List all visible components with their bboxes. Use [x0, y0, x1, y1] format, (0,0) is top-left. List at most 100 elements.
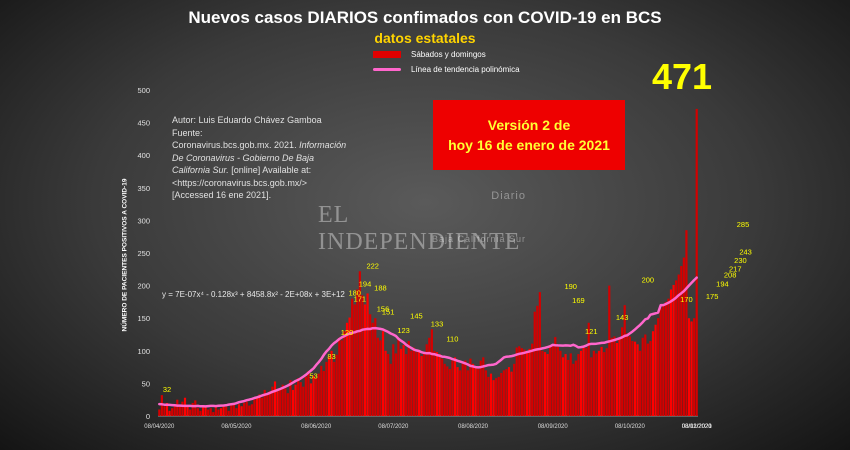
- y-tick-label: 150: [137, 314, 150, 323]
- bar: [168, 410, 171, 416]
- bar: [531, 343, 534, 416]
- bar: [263, 389, 266, 416]
- y-tick-label: 200: [137, 282, 150, 291]
- y-tick-label: 400: [137, 151, 150, 160]
- bar: [379, 340, 382, 416]
- bar: [384, 350, 387, 416]
- bar: [541, 350, 544, 416]
- bar: [469, 358, 472, 416]
- chart-subtitle: datos estatales: [374, 30, 476, 46]
- bar: [590, 357, 593, 416]
- bar: [626, 333, 629, 416]
- bar: [353, 304, 356, 416]
- bar: [302, 386, 305, 416]
- bar: [675, 280, 678, 416]
- bar: [255, 396, 259, 416]
- bar: [477, 369, 480, 416]
- bar: [443, 363, 446, 416]
- bar: [435, 352, 439, 416]
- y-tick-label: 250: [137, 249, 150, 258]
- bar: [299, 382, 302, 416]
- bar: [230, 405, 233, 416]
- watermark-diario: Diario: [491, 190, 526, 202]
- bar: [441, 358, 444, 416]
- data-label: 156: [377, 304, 390, 313]
- bar: [507, 367, 511, 416]
- bar: [556, 346, 559, 416]
- bar: [677, 274, 680, 416]
- y-tick-label: 50: [142, 379, 150, 388]
- data-label: 194: [716, 280, 729, 289]
- data-label: 188: [374, 283, 387, 292]
- source-line-5: California Sur. [online] Available at:: [172, 165, 312, 175]
- bar: [217, 409, 220, 416]
- bar: [564, 354, 567, 416]
- bar: [595, 353, 598, 416]
- bar: [464, 360, 467, 416]
- data-label: 143: [616, 313, 629, 322]
- bar: [489, 373, 493, 416]
- bar: [474, 367, 477, 416]
- bar: [644, 334, 647, 416]
- bar: [402, 344, 405, 416]
- bar: [628, 336, 631, 416]
- bar: [189, 409, 192, 416]
- y-tick-label: 450: [137, 119, 150, 128]
- bar: [423, 353, 426, 416]
- bar: [651, 331, 655, 416]
- bar: [453, 357, 457, 416]
- x-tick-label: 08/07/2020: [378, 424, 409, 430]
- newspaper-watermark-logo: Diario EL INDEPENDIENTE Baja California …: [318, 190, 538, 260]
- bar: [284, 388, 287, 416]
- bar: [631, 341, 634, 416]
- data-label: 151: [382, 308, 395, 317]
- bar: [358, 271, 361, 416]
- bar: [407, 341, 410, 416]
- bar: [479, 360, 482, 416]
- bar: [176, 399, 179, 416]
- bar: [248, 405, 251, 416]
- bar: [613, 336, 616, 416]
- legend-swatch-bars: [373, 51, 401, 58]
- chart-title: Nuevos casos DIARIOS confimados con COVI…: [188, 8, 662, 27]
- legend-label-trend: Línea de tendencia polinómica: [411, 65, 520, 74]
- bar: [297, 378, 300, 416]
- bar: [561, 357, 565, 416]
- bar: [528, 348, 531, 416]
- bar: [425, 344, 428, 416]
- bar: [371, 322, 374, 416]
- chart-legend: Sábados y domingos Línea de tendencia po…: [373, 47, 520, 77]
- bar: [294, 384, 297, 416]
- bar: [459, 370, 462, 416]
- bar: [376, 337, 379, 416]
- data-label: 222: [366, 261, 379, 270]
- bar: [237, 404, 241, 416]
- bar: [597, 350, 601, 416]
- bar: [657, 318, 660, 416]
- bar: [659, 308, 662, 416]
- source-citation: Autor: Luis Eduardo Chávez Gamboa Fuente…: [172, 114, 372, 202]
- bar: [433, 350, 436, 416]
- bar: [536, 305, 539, 416]
- bar: [258, 394, 261, 416]
- bar: [572, 363, 575, 416]
- bar: [374, 318, 377, 416]
- bar: [271, 386, 274, 416]
- y-tick-label: 0: [146, 412, 150, 421]
- bar: [196, 408, 199, 416]
- x-tick-label: 08/05/2020: [221, 424, 252, 430]
- bar: [381, 331, 385, 416]
- bar: [559, 350, 562, 416]
- bar: [574, 360, 577, 416]
- bar: [513, 363, 516, 416]
- bar: [523, 349, 526, 416]
- bar: [579, 350, 583, 416]
- bar: [209, 408, 212, 416]
- bar: [549, 347, 552, 416]
- bar: [497, 376, 500, 416]
- bar: [333, 361, 336, 416]
- bar: [199, 410, 202, 416]
- data-label: 169: [572, 296, 585, 305]
- source-accessed: [Accessed 16 ene 2021].: [172, 190, 272, 200]
- x-tick-label: 08/08/2020: [458, 424, 489, 430]
